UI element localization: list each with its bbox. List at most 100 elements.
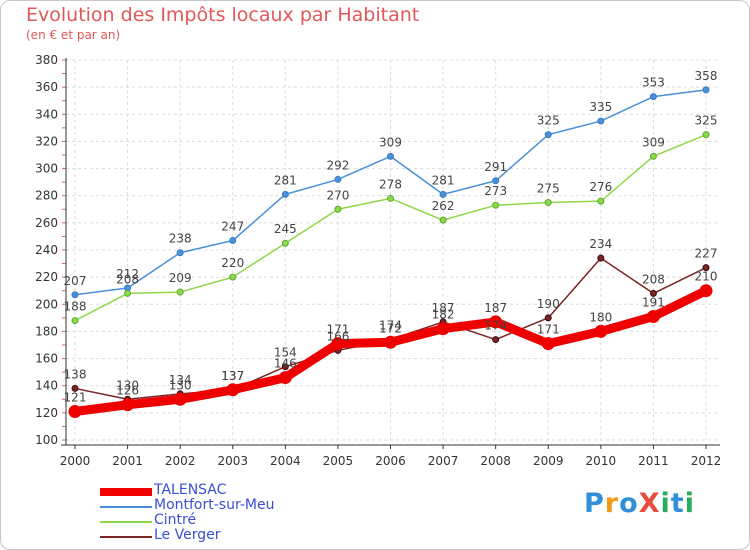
data-point-le-verger <box>702 264 710 272</box>
data-point-cintr- <box>649 152 657 160</box>
data-label-le-verger: 208 <box>642 272 665 286</box>
data-label-talensac: 180 <box>589 310 612 324</box>
x-tick-label: 2002 <box>165 454 196 468</box>
data-point-talensac <box>489 315 503 329</box>
data-label-montfort-sur-meu: 353 <box>642 76 665 90</box>
data-point-talensac <box>173 392 187 406</box>
logo-letter: t <box>670 488 685 519</box>
data-point-cintr- <box>702 131 710 139</box>
data-label-talensac: 191 <box>642 296 665 310</box>
x-tick-label: 2012 <box>691 454 722 468</box>
logo-letter: X <box>638 488 661 519</box>
x-tick-label: 2008 <box>480 454 511 468</box>
data-label-cintr-: 245 <box>274 222 297 236</box>
data-label-talensac: 172 <box>379 321 402 335</box>
legend-swatch <box>100 488 152 496</box>
data-point-cintr- <box>229 273 237 281</box>
legend-label: Montfort-sur-Meu <box>154 497 275 513</box>
x-tick-label: 2004 <box>270 454 301 468</box>
legend-swatch <box>100 506 152 508</box>
data-point-cintr- <box>124 289 132 297</box>
data-label-talensac: 171 <box>326 323 349 337</box>
data-label-cintr-: 276 <box>589 180 612 194</box>
data-label-le-verger: 130 <box>116 378 139 392</box>
data-label-talensac: 210 <box>695 270 718 284</box>
data-point-montfort-sur-meu <box>439 190 447 198</box>
legend-label: Le Verger <box>154 527 221 543</box>
x-tick-label: 2011 <box>638 454 669 468</box>
chart-title: Evolution des Impôts locaux par Habitant <box>26 4 420 26</box>
data-label-montfort-sur-meu: 358 <box>695 69 718 83</box>
data-point-montfort-sur-meu <box>492 177 500 185</box>
data-label-le-verger: 174 <box>379 319 402 333</box>
x-tick-label: 2007 <box>428 454 459 468</box>
data-label-talensac: 126 <box>116 384 139 398</box>
data-point-cintr- <box>492 201 500 209</box>
data-point-talensac <box>121 398 135 412</box>
data-point-cintr- <box>387 194 394 202</box>
data-point-cintr- <box>439 216 447 224</box>
legend-swatch <box>100 536 152 538</box>
data-label-le-verger: 190 <box>537 297 560 311</box>
data-point-talensac <box>331 337 345 351</box>
data-label-cintr-: 270 <box>326 188 349 202</box>
data-label-cintr-: 278 <box>379 177 402 191</box>
series-layer <box>68 86 713 418</box>
y-tick-label: 240 <box>35 243 58 257</box>
data-label-le-verger: 187 <box>432 301 455 315</box>
data-label-montfort-sur-meu: 325 <box>537 114 560 128</box>
data-label-le-verger: 138 <box>64 367 87 381</box>
data-point-le-verger <box>281 363 289 371</box>
proxiti-logo: ProXiti <box>584 488 695 519</box>
data-point-montfort-sur-meu <box>544 131 552 139</box>
y-tick-label: 140 <box>35 379 58 393</box>
data-label-talensac: 146 <box>274 357 297 371</box>
data-label-talensac: 121 <box>64 391 87 405</box>
x-tick-label: 2000 <box>60 454 91 468</box>
y-tick-label: 260 <box>35 216 58 230</box>
data-label-cintr-: 220 <box>221 256 244 270</box>
legend-label: TALENSAC <box>154 482 227 498</box>
grid-layer <box>66 59 720 441</box>
y-tick-label: 180 <box>35 324 58 338</box>
data-point-talensac <box>278 371 292 385</box>
data-label-talensac: 137 <box>221 369 244 383</box>
data-point-cintr- <box>281 239 289 247</box>
data-point-talensac <box>594 324 608 338</box>
y-tick-label: 160 <box>35 352 58 366</box>
data-point-montfort-sur-meu <box>702 86 710 94</box>
x-tick-label: 2001 <box>112 454 143 468</box>
data-label-montfort-sur-meu: 281 <box>432 173 455 187</box>
y-tick-label: 380 <box>35 53 58 67</box>
data-point-le-verger <box>649 289 657 297</box>
y-tick-label: 280 <box>35 189 58 203</box>
data-point-cintr- <box>71 317 79 325</box>
data-label-le-verger: 227 <box>695 247 718 261</box>
logo-letter: i <box>684 488 695 519</box>
x-tick-label: 2006 <box>375 454 406 468</box>
data-label-cintr-: 208 <box>116 272 139 286</box>
axis-layer: 100 120 140 160 180 200 220 240 260 280 300 320 340 3… <box>35 53 721 468</box>
y-tick-label: 300 <box>35 162 58 176</box>
data-point-talensac <box>646 310 660 323</box>
data-label-montfort-sur-meu: 207 <box>64 274 87 288</box>
data-label-talensac: 187 <box>484 301 507 315</box>
x-tick-label: 2003 <box>217 454 248 468</box>
data-point-le-verger <box>597 254 605 262</box>
data-label-montfort-sur-meu: 291 <box>484 160 507 174</box>
data-label-le-verger: 234 <box>589 237 612 251</box>
legend-swatch <box>100 521 152 523</box>
data-label-cintr-: 275 <box>537 182 560 196</box>
data-point-talensac <box>68 405 82 418</box>
data-label-montfort-sur-meu: 292 <box>326 158 349 172</box>
y-tick-label: 100 <box>35 433 58 447</box>
data-label-cintr-: 309 <box>642 135 665 149</box>
data-label-le-verger: 154 <box>274 346 297 360</box>
logo-letter: r <box>604 488 620 519</box>
data-label-montfort-sur-meu: 281 <box>274 173 297 187</box>
data-label-montfort-sur-meu: 309 <box>379 135 402 149</box>
data-label-le-verger: 137 <box>221 369 244 383</box>
chart-subtitle: (en € et par an) <box>26 28 121 42</box>
data-label-le-verger: 166 <box>326 329 349 343</box>
data-label-talensac: 182 <box>432 308 455 322</box>
